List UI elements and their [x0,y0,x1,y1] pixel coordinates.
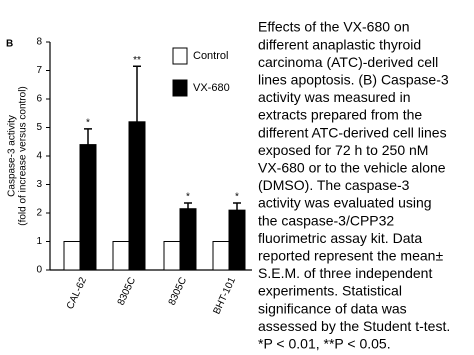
bar [79,144,97,271]
caption-line: fluorimetric assay kit. Data [258,230,422,246]
y-tick-label: 3 [36,179,42,190]
y-tick-label: 4 [36,151,42,162]
legend-label: Control [193,50,228,62]
legend-swatch [172,47,188,65]
caption-line: assessed by the Student t-test. [258,318,450,334]
significance-label: * [186,192,190,203]
caption-line: activity was measured in [258,89,411,105]
bar [163,241,181,271]
caption-line: experiments. Statistical [258,283,402,299]
caption-line: (DMSO). The caspase-3 [258,177,410,193]
legend-label: VX-680 [193,82,230,94]
error-bar [233,202,241,211]
x-tick-label: CAL-62 [65,275,89,311]
bar [63,241,81,271]
y-axis-title: Caspase-3 activity [7,115,18,197]
y-tick-label: 8 [36,37,42,48]
legend-swatch [172,79,188,97]
bar [212,241,230,271]
caption-line: carcinoma (ATC)-derived cell [258,54,438,70]
caption-line: VX-680 or to the vehicle alone [258,160,446,176]
caption-line: lines apoptosis. (B) Caspase-3 [258,72,449,88]
y-tick-label: 1 [36,236,42,247]
bar [128,121,146,271]
significance-label: * [235,192,239,203]
y-tick-label: 7 [36,65,42,76]
caption-line: different ATC-derived cell lines [258,124,447,140]
y-tick-label: 5 [36,122,42,133]
caption-line: different anaplastic thyroid [258,36,421,52]
y-tick-label: 2 [36,208,42,219]
caption-line: reported represent the mean± [258,248,443,264]
x-tick-label: 8305C [167,276,189,307]
y-axis-title: (fold of increase versus control) [18,86,29,226]
bar [112,241,130,271]
caption-line: extracts prepared from the [258,107,422,123]
significance-label: * [86,118,90,129]
caption-line: significance of data was [258,300,407,316]
error-bar [133,65,141,122]
caption-line: the caspase-3/CPP32 [258,212,394,228]
y-tick-label: 6 [36,94,42,105]
bar [228,209,246,271]
x-tick-label: BHT-101 [211,275,238,316]
caption-line: exposed for 72 h to 250 nM [258,142,428,158]
panel-label: B [6,39,13,50]
caption-line: Effects of the VX-680 on [258,19,410,35]
bar [179,208,197,271]
significance-label: ** [133,55,141,66]
caption-line: activity was evaluated using [258,195,432,211]
x-tick-label: 8305C [116,276,138,307]
error-bar [84,128,92,145]
y-tick-label: 0 [36,265,42,276]
error-bar [184,202,192,209]
caption-line: *P < 0.01, **P < 0.05. [258,336,391,352]
caption-line: S.E.M. of three independent [258,265,432,281]
